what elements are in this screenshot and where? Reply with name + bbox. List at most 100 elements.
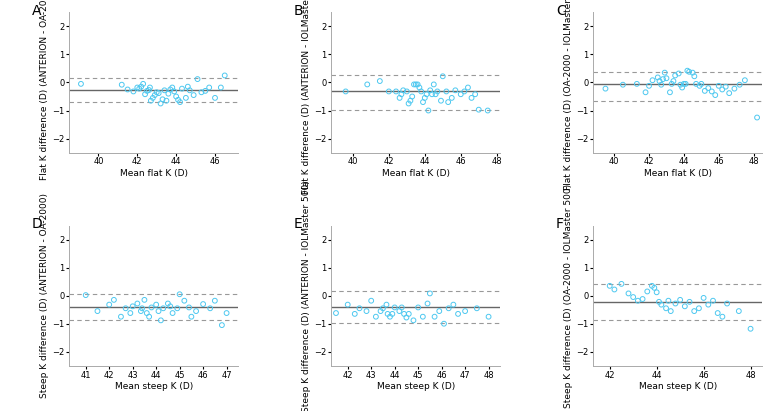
Point <box>410 81 422 88</box>
Point <box>681 67 694 74</box>
Point <box>415 88 427 95</box>
Point <box>662 298 675 304</box>
Point <box>608 286 621 293</box>
Point <box>443 305 455 312</box>
Point <box>459 308 471 314</box>
Point <box>686 69 698 76</box>
Point <box>340 88 352 95</box>
Point <box>389 304 401 311</box>
Point <box>220 310 233 316</box>
Point <box>698 88 711 94</box>
Point <box>661 75 673 81</box>
Point <box>716 86 728 93</box>
Text: E: E <box>294 217 303 231</box>
Point <box>393 95 406 101</box>
Point <box>170 93 182 100</box>
X-axis label: Mean flat K (D): Mean flat K (D) <box>644 169 711 178</box>
Point <box>417 99 429 105</box>
Point <box>422 107 434 114</box>
Point <box>408 81 420 88</box>
Point <box>406 93 418 100</box>
Y-axis label: Flat K difference (D) (OA-2000 - IOLMaster 500): Flat K difference (D) (OA-2000 - IOLMast… <box>564 0 574 190</box>
Point <box>116 81 128 88</box>
Point <box>133 85 146 92</box>
Point <box>131 84 143 91</box>
Point <box>149 92 161 98</box>
Point <box>688 308 701 314</box>
Point <box>669 72 681 79</box>
Point <box>162 300 174 307</box>
Point <box>433 308 445 314</box>
Point <box>721 300 733 307</box>
Point <box>146 95 159 101</box>
Point <box>124 310 136 316</box>
Point <box>679 81 691 87</box>
Point <box>119 305 132 312</box>
Point <box>166 84 179 91</box>
Point <box>183 87 196 94</box>
Point <box>421 300 434 307</box>
Point <box>675 81 687 88</box>
Point <box>655 81 668 88</box>
Point <box>187 92 199 98</box>
Point <box>407 317 420 323</box>
Point <box>199 88 212 94</box>
Point <box>417 314 429 320</box>
Y-axis label: Flat K difference (D) (ANTERION - IOLMaster 500): Flat K difference (D) (ANTERION - IOLMas… <box>303 0 311 194</box>
Point <box>209 95 221 101</box>
Point <box>360 308 373 314</box>
Point <box>168 88 180 95</box>
Point <box>396 304 408 311</box>
Point <box>669 300 681 307</box>
Point <box>152 90 165 97</box>
Point <box>330 310 342 316</box>
Point <box>135 308 147 314</box>
Point <box>374 308 387 314</box>
Point <box>631 298 644 304</box>
Point <box>481 107 494 114</box>
Point <box>141 310 153 316</box>
Point <box>631 81 643 87</box>
Point <box>678 303 691 309</box>
Point <box>627 294 639 300</box>
Point <box>373 78 386 84</box>
Point <box>403 100 415 107</box>
Text: C: C <box>556 4 566 18</box>
Point <box>665 308 677 314</box>
Point <box>145 97 157 104</box>
Point <box>424 87 437 94</box>
Point <box>381 311 393 317</box>
Point <box>182 304 195 311</box>
Point <box>173 291 186 298</box>
Point <box>424 290 436 297</box>
Text: D: D <box>32 217 43 231</box>
Point <box>438 321 450 327</box>
Point <box>431 88 444 95</box>
X-axis label: Mean steep K (D): Mean steep K (D) <box>377 382 455 391</box>
Point <box>155 100 167 107</box>
Point <box>678 81 690 87</box>
Point <box>437 73 449 80</box>
Point <box>651 74 664 81</box>
Point <box>711 310 724 316</box>
Point <box>103 301 116 308</box>
Point <box>75 81 87 87</box>
Point <box>171 305 183 312</box>
Point <box>127 88 139 95</box>
Point <box>420 91 433 97</box>
Point <box>179 95 192 101</box>
Point <box>380 301 393 308</box>
Point <box>156 96 169 103</box>
Text: F: F <box>556 217 564 231</box>
Point <box>400 88 413 95</box>
Point <box>196 89 208 96</box>
Point <box>664 89 676 96</box>
Point <box>390 88 402 95</box>
Point <box>115 314 127 320</box>
Point <box>458 88 470 95</box>
Point <box>658 69 671 76</box>
Point <box>690 81 702 87</box>
Point <box>428 314 440 320</box>
Point <box>209 298 221 304</box>
Point <box>427 81 440 88</box>
